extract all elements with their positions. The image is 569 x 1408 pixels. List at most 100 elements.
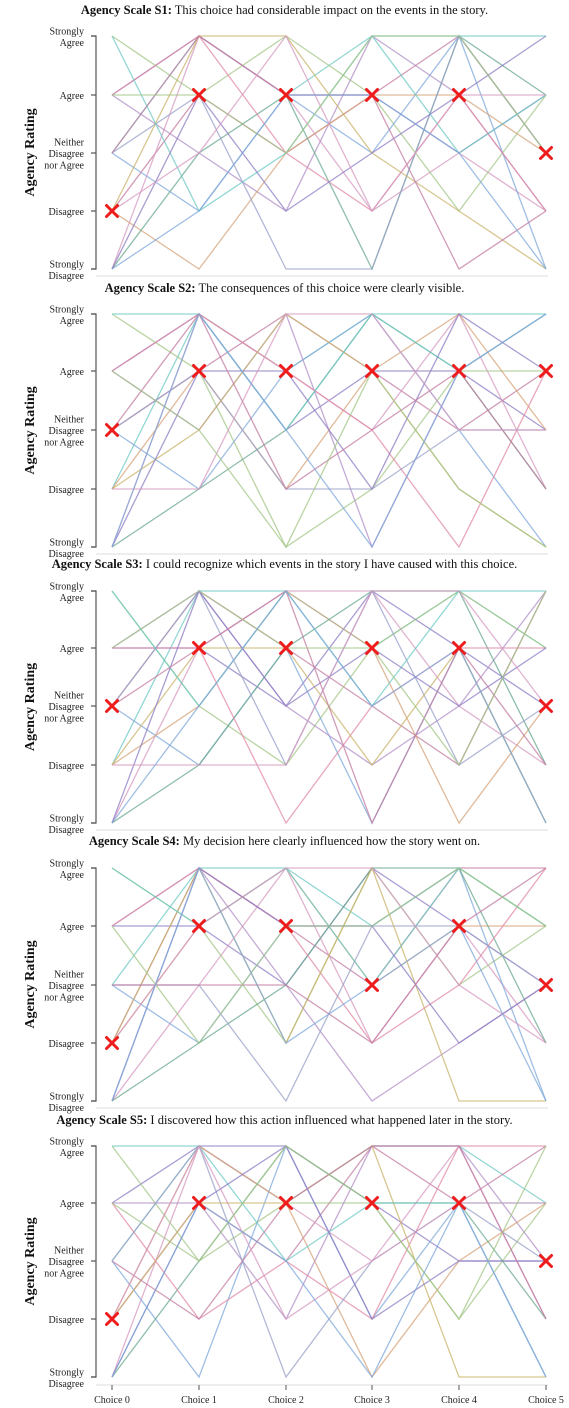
y-tick-label-line: Strongly [50,813,84,824]
panel-title: Agency Scale S4: My decision here clearl… [89,834,480,848]
y-tick-label-line: nor Agree [44,438,84,449]
y-tick-label: Agree [60,367,85,378]
series-line [111,313,547,548]
panel-title-text: This choice had considerable impact on t… [172,3,488,17]
y-tick-label: Agree [60,1199,85,1210]
red-x-stroke [365,88,379,102]
red-x-marker [279,919,293,933]
y-tick-label: Agree [60,922,85,933]
red-x-marker [105,699,119,713]
red-x-marker [365,364,379,378]
y-tick-label-line: Neither [54,415,85,426]
series-line [111,1145,547,1321]
red-x-marker [539,1254,553,1268]
y-tick-label-line: Agree [60,316,85,327]
series-lines [111,34,547,271]
y-tick-label: Strongly Agree [50,858,85,881]
red-x-stroke [452,364,466,378]
red-x-stroke [365,364,379,378]
red-x-stroke [539,364,553,378]
series-line [111,866,546,1102]
y-tick-label: Strongly Agree [50,26,85,49]
series-line [111,34,546,213]
series-line [111,94,547,270]
y-tick-label-line: Disagree [48,825,84,836]
red-x-stroke [105,699,119,713]
y-tick-label-line: Agree [60,593,85,604]
y-tick-label-line: Strongly [50,537,84,548]
y-tick-label: Neither Disagree nor Agree [44,415,84,449]
red-x-marker [105,204,119,218]
y-tick-label-line: Agree [60,870,85,881]
series-lines [111,866,547,1103]
red-x-marker [365,978,379,992]
red-x-stroke [192,1196,206,1210]
y-tick-label-line: Disagree [48,1103,84,1114]
y-tick-label-line: Strongly [50,581,84,592]
y-tick-label-line: Disagree [48,761,84,772]
y-tick-label-line: Agree [60,38,85,49]
series-line [111,590,547,824]
red-x-stroke [365,978,379,992]
series-line [111,866,547,1102]
series-line [111,34,547,270]
y-tick-label: Neither Disagree nor Agree [44,138,84,172]
red-x-marker [452,919,466,933]
red-x-marker [539,699,553,713]
y-tick-label-line: Disagree [48,1039,84,1050]
x-tick-label: Choice 4 [441,1395,477,1406]
red-x-stroke [452,88,466,102]
y-tick-label-line: Neither [54,691,85,702]
red-x-marker [539,146,553,160]
series-line [111,1144,546,1320]
red-x-marker [105,1036,119,1050]
red-x-marker [192,641,206,655]
y-tick-label-line: Disagree [48,426,84,437]
series-line [111,35,547,270]
y-tick-label: Strongly Disagree [48,537,84,560]
y-tick-label-line: nor Agree [44,1269,84,1280]
red-x-marker [452,641,466,655]
red-x-marker [279,1196,293,1210]
red-x-stroke [105,1036,119,1050]
y-tick-label: Disagree [48,207,84,218]
red-x-stroke [452,641,466,655]
y-tick-label-line: Disagree [48,1315,84,1326]
panel-s3: Agency Scale S3: I could recognize which… [23,557,553,836]
red-x-stroke [365,1196,379,1210]
red-x-marker [279,641,293,655]
panel-title-prefix: Agency Scale S1: [81,3,172,17]
series-lines [111,312,547,549]
x-tick-label: Choice 0 [94,1395,130,1406]
panel-s1: Agency Scale S1: This choice had conside… [23,3,553,282]
series-line [111,590,547,824]
red-x-stroke [452,919,466,933]
red-x-stroke [365,641,379,655]
y-tick-label: Disagree [48,1039,84,1050]
y-tick-label-line: Neither [54,970,85,981]
red-x-stroke [105,204,119,218]
series-line [111,313,546,548]
y-tick-label: Strongly Agree [50,304,85,327]
y-tick-label-line: Disagree [48,1257,84,1268]
series-lines [111,589,547,825]
y-tick-label: Strongly Disagree [48,1367,84,1390]
red-x-stroke [539,1254,553,1268]
y-tick-label-line: Strongly [50,259,84,270]
red-x-marker [105,423,119,437]
y-tick-label-line: Strongly [50,1136,84,1147]
panel-title: Agency Scale S1: This choice had conside… [81,3,488,17]
red-x-marker [279,88,293,102]
panel-title-prefix: Agency Scale S2: [105,281,196,295]
red-x-stroke [105,423,119,437]
y-tick-label-line: Disagree [48,981,84,992]
y-tick-label: Agree [60,644,85,655]
series-line [111,867,547,1044]
series-line [111,1201,547,1379]
y-tick-label-line: Agree [60,1148,85,1159]
red-x-stroke [539,699,553,713]
red-x-marker [365,641,379,655]
panel-title-text: My decision here clearly influenced how … [180,834,480,848]
panel-title: Agency Scale S3: I could recognize which… [52,557,518,571]
